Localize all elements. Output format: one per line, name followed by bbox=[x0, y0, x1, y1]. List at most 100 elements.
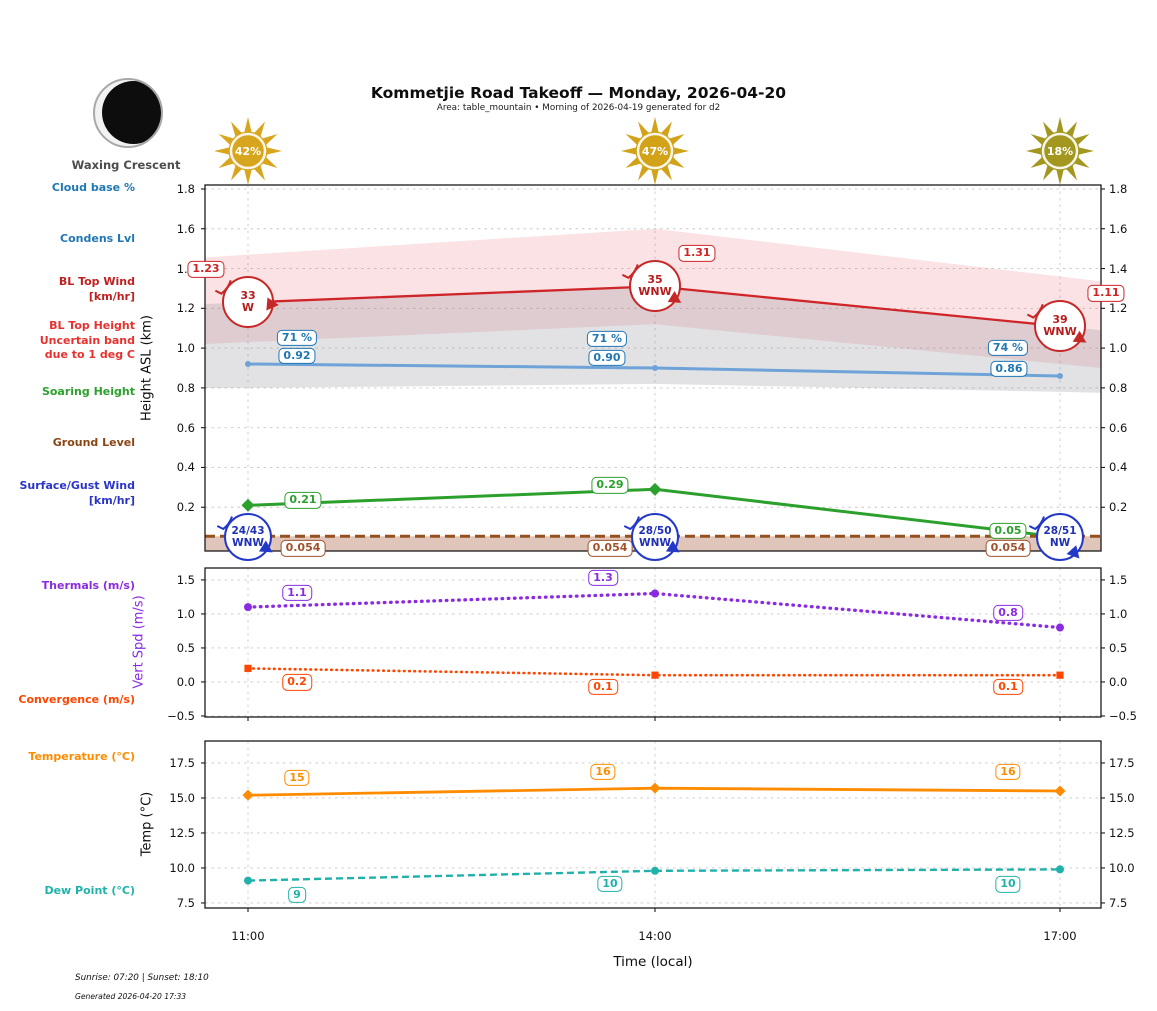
point-marker-convergence bbox=[244, 664, 252, 672]
wind-indicator: 35 WNW bbox=[629, 260, 681, 313]
point-marker-soaring bbox=[648, 482, 662, 496]
row-label-4: Soaring Height bbox=[41, 385, 135, 398]
value-label-ground: 0.054 bbox=[587, 540, 633, 557]
value-label-condens: 0.90 bbox=[588, 349, 626, 367]
sun-percentage: 47% bbox=[642, 145, 668, 158]
wind-speed: 24/43 bbox=[231, 524, 265, 537]
wind-indicator: 33 W bbox=[222, 276, 274, 329]
wind-speed: 39 bbox=[1052, 312, 1068, 326]
wind-indicator: 28/51 NW bbox=[1036, 513, 1084, 561]
y-axis-title-0: Height ASL (km) bbox=[139, 315, 155, 421]
point-marker-temperature bbox=[649, 782, 661, 794]
value-label-condens: 0.92 bbox=[278, 347, 316, 365]
y-tick-label: 7.5 bbox=[1109, 895, 1128, 910]
cloud-base-pct-label: 74 % bbox=[987, 339, 1029, 357]
point-marker-temperature bbox=[242, 789, 254, 801]
y-axis-title-1: Vert Spd (m/s) bbox=[131, 595, 147, 689]
sun-rays bbox=[621, 117, 689, 185]
cloud-base-pct-label: 71 % bbox=[586, 330, 628, 348]
x-tick-label: 14:00 bbox=[638, 929, 672, 943]
x-axis-title: Time (local) bbox=[613, 954, 693, 970]
y-tick-label: 1.0 bbox=[1109, 606, 1128, 621]
wind-speed: 28/50 bbox=[638, 524, 672, 537]
series-line-dewpoint bbox=[247, 868, 1061, 882]
y-tick-label: 0.5 bbox=[176, 640, 195, 655]
y-tick-label: 1.6 bbox=[176, 221, 195, 236]
y-tick-label: 0.4 bbox=[176, 460, 195, 475]
x-tick-label: 17:00 bbox=[1043, 929, 1077, 943]
row-label-3: BL Top Height Uncertain band due to 1 de… bbox=[39, 319, 135, 362]
wind-direction: WNW bbox=[638, 285, 672, 299]
value-label-condens: 0.86 bbox=[990, 360, 1028, 378]
y-tick-label: 1.2 bbox=[176, 301, 195, 316]
row-label-6: Surface/Gust Wind [km/hr] bbox=[19, 479, 136, 507]
row-label-10: Dew Point (°C) bbox=[44, 884, 135, 897]
value-label-thermals: 1.3 bbox=[588, 569, 618, 586]
y-tick-label: 7.5 bbox=[176, 895, 195, 910]
point-marker-condens bbox=[245, 361, 251, 368]
point-marker-thermals bbox=[651, 589, 659, 598]
y-tick-label: 1.8 bbox=[1109, 181, 1128, 196]
row-label-0: Cloud base % bbox=[51, 181, 135, 194]
point-marker-dewpoint bbox=[244, 876, 252, 885]
y-tick-label: 1.6 bbox=[1109, 221, 1128, 236]
value-label-bl_top: 1.11 bbox=[1087, 285, 1125, 302]
value-label-convergence: 0.2 bbox=[282, 674, 312, 691]
sun-icon: 47% bbox=[621, 117, 689, 185]
x-tick-label: 11:00 bbox=[231, 929, 265, 943]
point-marker-convergence bbox=[1056, 671, 1064, 679]
generated-note: Generated 2026-04-20 17:33 bbox=[75, 992, 187, 1001]
sun-disc bbox=[229, 132, 267, 170]
row-label-8: Convergence (m/s) bbox=[18, 693, 135, 706]
y-tick-label: 0.2 bbox=[1109, 500, 1128, 515]
value-label-convergence: 0.1 bbox=[588, 679, 618, 696]
wind-indicator: 24/43 WNW bbox=[224, 513, 272, 561]
value-label-dewpoint: 9 bbox=[288, 886, 306, 903]
point-marker-convergence bbox=[651, 671, 659, 679]
point-marker-dewpoint bbox=[651, 866, 659, 875]
value-label-temperature: 15 bbox=[284, 770, 310, 787]
y-tick-label: 10.0 bbox=[169, 860, 195, 875]
sun-icon: 42% bbox=[214, 117, 282, 185]
y-tick-label: 1.8 bbox=[176, 181, 195, 196]
value-label-thermals: 1.1 bbox=[282, 584, 312, 602]
cloud-base-pct-label: 71 % bbox=[276, 329, 318, 347]
y-tick-label: 12.5 bbox=[1109, 825, 1135, 840]
y-axis-title-2: Temp (°C) bbox=[139, 791, 155, 857]
y-tick-label: 1.5 bbox=[1109, 572, 1128, 587]
value-label-temperature: 16 bbox=[590, 764, 616, 781]
y-tick-label: 0.8 bbox=[1109, 380, 1128, 395]
wind-direction: WNW bbox=[232, 537, 264, 549]
moon-phase-label: Waxing Crescent bbox=[71, 158, 181, 172]
series-line-temperature bbox=[247, 786, 1061, 797]
y-tick-label: 1.4 bbox=[1109, 261, 1128, 276]
y-tick-label: 10.0 bbox=[1109, 860, 1135, 875]
wind-direction: W bbox=[241, 301, 255, 315]
y-tick-label: −0.5 bbox=[1109, 708, 1137, 723]
sun-disc bbox=[1041, 132, 1079, 170]
point-marker-condens bbox=[652, 365, 658, 371]
row-label-9: Temperature (°C) bbox=[28, 750, 135, 763]
value-label-soaring: 0.29 bbox=[591, 477, 629, 494]
value-label-dewpoint: 10 bbox=[597, 875, 623, 892]
sun-percentage: 18% bbox=[1047, 145, 1073, 158]
value-label-thermals: 0.8 bbox=[993, 604, 1023, 621]
y-tick-label: 0.2 bbox=[176, 500, 195, 515]
series-line-thermals bbox=[246, 591, 1062, 630]
y-tick-label: 17.5 bbox=[1109, 755, 1135, 770]
value-label-convergence: 0.1 bbox=[993, 679, 1023, 696]
point-marker-thermals bbox=[1056, 623, 1064, 632]
y-tick-label: 15.0 bbox=[169, 790, 195, 805]
value-label-dewpoint: 10 bbox=[995, 876, 1021, 893]
y-tick-label: 1.0 bbox=[176, 606, 195, 621]
y-tick-label: 1.5 bbox=[176, 572, 195, 587]
y-tick-label: 0.8 bbox=[176, 380, 195, 395]
point-marker-thermals bbox=[244, 603, 252, 612]
point-marker-condens bbox=[1057, 372, 1063, 379]
y-tick-label: 1.0 bbox=[176, 341, 195, 356]
y-tick-label: 0.6 bbox=[1109, 420, 1128, 435]
wind-speed: 35 bbox=[647, 272, 663, 286]
wind-speed: 33 bbox=[240, 288, 256, 302]
row-label-1: Condens Lvl bbox=[60, 232, 135, 245]
